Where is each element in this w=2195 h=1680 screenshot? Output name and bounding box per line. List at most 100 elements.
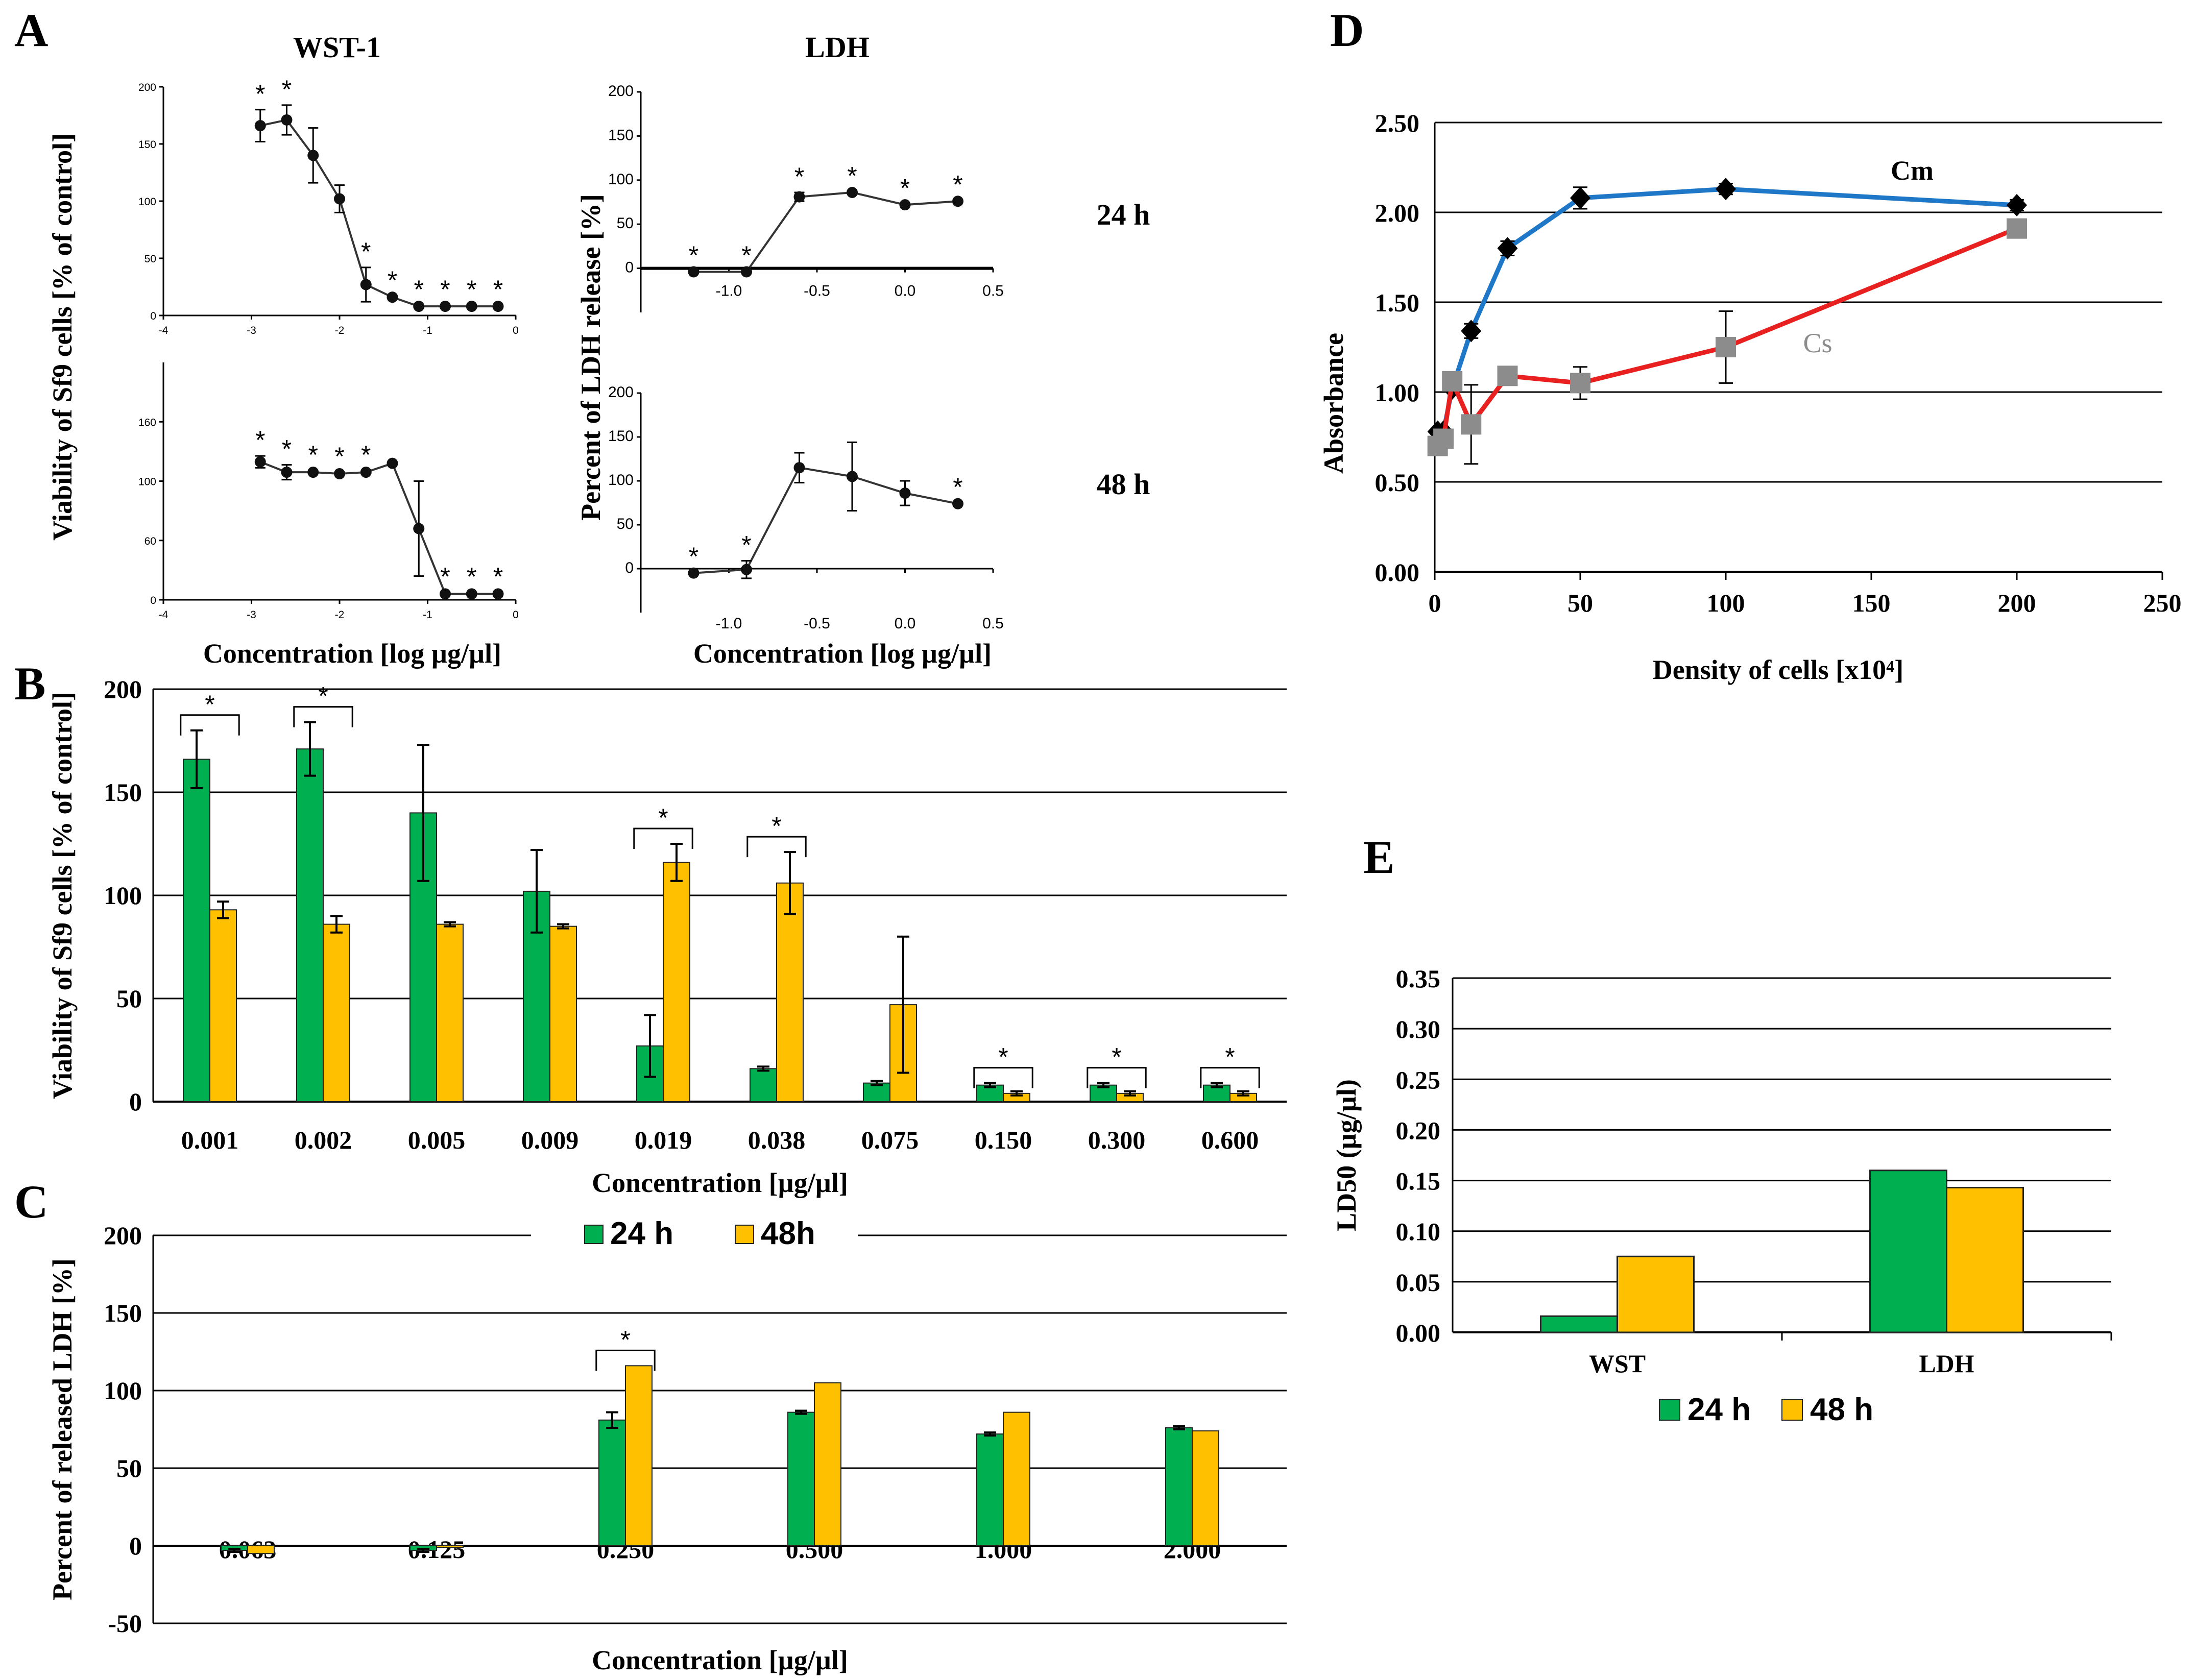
bar-24h: [1869, 1170, 1947, 1333]
x-tick-label: -2: [335, 325, 345, 336]
chart-A_ldh_48: 0 50 100 150 200 -1.0 -0.5 0.0 0.5 * * *: [608, 384, 1004, 632]
significance-star: *: [741, 531, 751, 559]
significance-star: *: [794, 162, 804, 191]
bar-24h: [598, 1419, 626, 1547]
y-tick-label: 200: [138, 82, 156, 93]
data-point: [688, 266, 699, 278]
y-tick-label: 0: [625, 559, 634, 576]
significance-bracket: [180, 714, 240, 736]
data-point: [847, 471, 858, 482]
series-label-cm: Cm: [1891, 155, 1934, 186]
y-tick-label: 50: [116, 1454, 142, 1482]
significance-star: *: [361, 441, 371, 469]
data-point: [307, 150, 319, 161]
data-point: [492, 588, 504, 600]
y-tick-label: 0: [625, 259, 634, 276]
bar-24h: [750, 1068, 777, 1103]
panel-letter-a: A: [14, 4, 48, 56]
bar-24h: [976, 1433, 1004, 1547]
x-tick-label: -3: [247, 609, 256, 621]
y-tick-label: 0: [129, 1087, 142, 1116]
data-point: [387, 291, 398, 303]
bar-48h: [209, 909, 237, 1103]
y-tick-label: 2.00: [1375, 199, 1420, 227]
data-point: [492, 301, 504, 312]
bar-48h: [436, 923, 464, 1103]
series-line: [260, 460, 498, 595]
legend-label-24h: 24 h: [610, 1216, 673, 1251]
data-point: [741, 266, 752, 278]
data-point: [440, 301, 451, 312]
y-tick-label: 50: [617, 215, 634, 232]
significance-star: *: [440, 275, 450, 304]
ldh-title: LDH: [805, 31, 870, 64]
ldh-xlabel: Concentration [log µg/µl]: [693, 638, 992, 669]
panel-letter-b: B: [14, 658, 45, 710]
y-tick-label: 100: [138, 476, 156, 488]
y-tick-label: 1.50: [1375, 288, 1420, 317]
significance-star: *: [467, 275, 476, 304]
y-tick-label: 0.50: [1375, 468, 1420, 497]
significance-star: *: [998, 1043, 1008, 1072]
bar-48h: [1617, 1255, 1695, 1333]
significance-star: *: [493, 562, 503, 591]
x-axis-label: Density of cells [x10⁴]: [1653, 654, 1904, 685]
category-label: WST: [1589, 1349, 1646, 1378]
chart-C: -500501001502000.0630.1250.250*0.5001.00…: [47, 1210, 1287, 1675]
data-point: [899, 488, 911, 499]
y-tick-label: 0.30: [1396, 1015, 1441, 1043]
legend-swatch-48h: [735, 1225, 754, 1244]
y-tick-label: 100: [608, 472, 634, 489]
bar-48h: [549, 926, 577, 1102]
ldh-ylabel: Percent of LDH release [%]: [575, 194, 606, 521]
y-axis-label: Absorbance: [1318, 333, 1349, 474]
y-tick-label: 160: [138, 417, 156, 428]
data-point: [307, 467, 319, 478]
legend-label-48h: 48 h: [1810, 1392, 1873, 1427]
significance-star: *: [689, 542, 698, 571]
wst-title: WST-1: [293, 31, 381, 64]
legend-swatch-24h: [584, 1225, 604, 1244]
category-label: 0.300: [1088, 1126, 1146, 1154]
x-tick-label: 250: [2143, 589, 2182, 617]
y-tick-label: 150: [608, 127, 634, 143]
data-point: [793, 462, 805, 474]
data-point: [360, 467, 372, 478]
bar-48h: [663, 862, 690, 1102]
y-tick-label: 0.05: [1396, 1268, 1441, 1297]
significance-star: *: [255, 426, 265, 454]
y-tick-label: 0.20: [1396, 1116, 1441, 1145]
category-label: LDH: [1919, 1349, 1974, 1378]
x-tick-label: -1.0: [716, 615, 742, 632]
y-tick-label: 2.50: [1375, 109, 1420, 137]
series-line: [693, 191, 958, 273]
significance-bracket: [746, 836, 807, 858]
bar-24h: [787, 1411, 815, 1547]
y-tick-label: 200: [608, 83, 634, 100]
significance-star: *: [308, 441, 318, 469]
data-point: [899, 199, 911, 211]
x-tick-label: 0.0: [895, 283, 916, 300]
significance-star: *: [361, 237, 371, 266]
panel-letter-e: E: [1363, 831, 1394, 883]
y-tick-label: 200: [608, 384, 634, 401]
y-tick-label: 100: [104, 881, 142, 910]
data-point-cm: [1570, 186, 1590, 209]
x-tick-label: -3: [247, 325, 256, 336]
significance-star: *: [953, 473, 962, 501]
x-tick-label: -1.0: [716, 283, 742, 300]
x-tick-label: 0.0: [895, 615, 916, 632]
data-point: [334, 468, 345, 479]
y-tick-label: 0: [150, 595, 156, 606]
y-tick-label: 50: [617, 516, 634, 532]
x-tick-label: -0.5: [804, 615, 830, 632]
chart-A_wst_24: 0 50 100 150 200 -4 -3 -2 -1 0 * * * * * * * *: [138, 75, 519, 336]
data-point-cm: [1461, 320, 1482, 343]
y-tick-label: 0.25: [1396, 1065, 1441, 1094]
data-point: [688, 567, 699, 579]
data-point-cs: [1497, 366, 1518, 386]
y-tick-label: 50: [116, 984, 142, 1013]
significance-star: *: [255, 80, 265, 108]
data-point: [952, 498, 963, 509]
x-tick-label: -1: [423, 609, 432, 621]
